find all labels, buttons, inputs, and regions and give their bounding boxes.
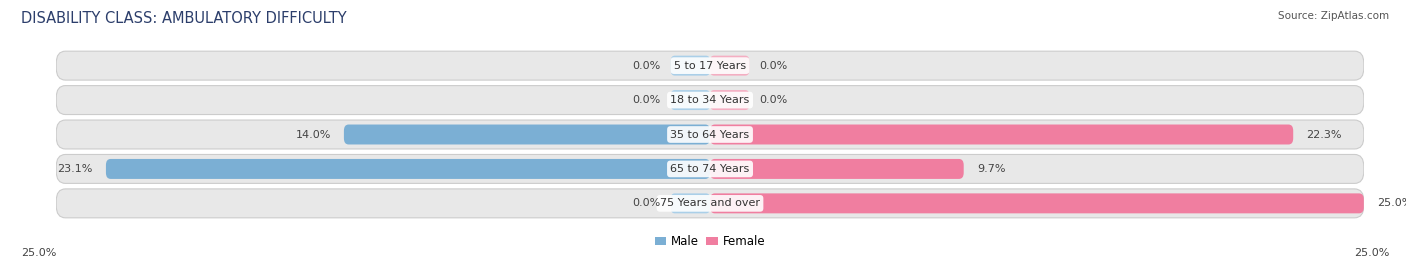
Text: 23.1%: 23.1% [58, 164, 93, 174]
Text: 5 to 17 Years: 5 to 17 Years [673, 61, 747, 71]
Text: 25.0%: 25.0% [1376, 198, 1406, 208]
Text: 0.0%: 0.0% [633, 61, 661, 71]
Text: 75 Years and over: 75 Years and over [659, 198, 761, 208]
Text: 0.0%: 0.0% [633, 198, 661, 208]
FancyBboxPatch shape [56, 51, 1364, 80]
FancyBboxPatch shape [56, 189, 1364, 218]
FancyBboxPatch shape [710, 56, 749, 76]
Text: 25.0%: 25.0% [21, 248, 56, 258]
FancyBboxPatch shape [710, 159, 963, 179]
Text: 25.0%: 25.0% [1354, 248, 1389, 258]
FancyBboxPatch shape [56, 86, 1364, 115]
Text: 65 to 74 Years: 65 to 74 Years [671, 164, 749, 174]
Text: 0.0%: 0.0% [759, 61, 787, 71]
FancyBboxPatch shape [105, 159, 710, 179]
Text: 18 to 34 Years: 18 to 34 Years [671, 95, 749, 105]
Text: 35 to 64 Years: 35 to 64 Years [671, 129, 749, 140]
FancyBboxPatch shape [710, 90, 749, 110]
Text: Source: ZipAtlas.com: Source: ZipAtlas.com [1278, 11, 1389, 21]
FancyBboxPatch shape [671, 90, 710, 110]
Legend: Male, Female: Male, Female [650, 230, 770, 253]
Text: 22.3%: 22.3% [1306, 129, 1341, 140]
Text: DISABILITY CLASS: AMBULATORY DIFFICULTY: DISABILITY CLASS: AMBULATORY DIFFICULTY [21, 11, 347, 26]
Text: 0.0%: 0.0% [759, 95, 787, 105]
Text: 14.0%: 14.0% [295, 129, 330, 140]
FancyBboxPatch shape [344, 125, 710, 144]
FancyBboxPatch shape [710, 125, 1294, 144]
Text: 0.0%: 0.0% [633, 95, 661, 105]
FancyBboxPatch shape [56, 154, 1364, 183]
FancyBboxPatch shape [710, 193, 1364, 213]
FancyBboxPatch shape [671, 193, 710, 213]
Text: 9.7%: 9.7% [977, 164, 1005, 174]
FancyBboxPatch shape [671, 56, 710, 76]
FancyBboxPatch shape [56, 120, 1364, 149]
